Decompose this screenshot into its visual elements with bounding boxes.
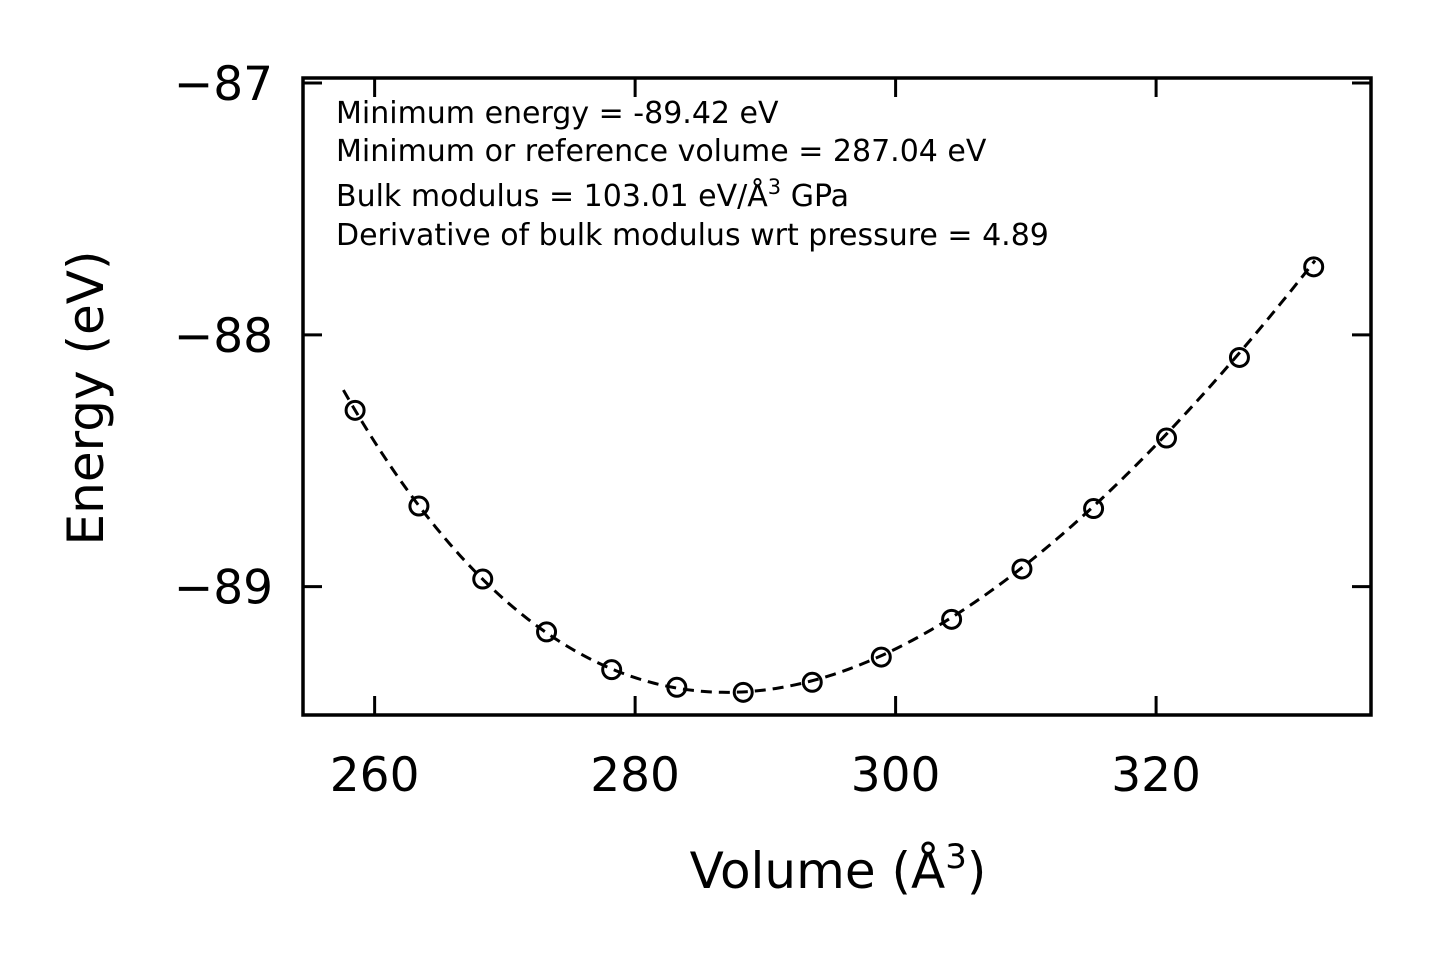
data-point: [601, 659, 623, 681]
axis-ticks: [303, 78, 1371, 715]
data-point: [408, 495, 430, 517]
y-axis-label: Energy (eV): [57, 251, 115, 546]
annotation-bulk-derivative: Derivative of bulk modulus wrt pressure …: [336, 218, 1049, 253]
x-tick-label: 260: [330, 748, 420, 803]
annotation-bulk-modulus-sup: 3: [768, 175, 781, 199]
data-point: [870, 646, 892, 668]
data-point: [666, 676, 688, 698]
annotation-min-energy: Minimum energy = -89.42 eV: [336, 96, 779, 131]
data-point: [1228, 346, 1250, 368]
data-point: [1303, 256, 1325, 278]
data-point: [941, 608, 963, 630]
fit-curve: [342, 259, 1317, 694]
plot-frame: [301, 76, 1373, 717]
annotation-box: Minimum energy = -89.42 eV Minimum or re…: [336, 96, 1049, 253]
data-point: [472, 568, 494, 590]
data-point: [1156, 427, 1178, 449]
annotation-bulk-modulus-suffix: GPa: [781, 179, 849, 214]
annotation-bulk-modulus: Bulk modulus = 103.01 eV/Å3 GPa: [336, 175, 849, 214]
x-tick-label: 300: [851, 748, 941, 803]
data-point: [344, 399, 366, 421]
tick-labels: 260 280 300 320 −87 −88 −89: [174, 57, 1201, 803]
data-point: [801, 671, 823, 693]
annotation-bulk-modulus-main: Bulk modulus = 103.01 eV/Å: [336, 178, 768, 214]
data-points: [344, 256, 1325, 703]
x-axis-label-close: ): [967, 842, 987, 900]
data-point: [536, 621, 558, 643]
y-tick-label: −89: [174, 561, 273, 616]
annotation-ref-volume: Minimum or reference volume = 287.04 eV: [336, 134, 987, 169]
x-axis-label: Volume (Å3): [690, 837, 987, 900]
x-axis-label-main: Volume (Å: [690, 842, 946, 900]
y-tick-label: −87: [174, 57, 273, 112]
data-point: [1083, 498, 1105, 520]
x-tick-label: 320: [1111, 748, 1201, 803]
x-axis-label-sup: 3: [945, 837, 967, 877]
x-tick-label: 280: [590, 748, 680, 803]
data-point: [1011, 558, 1033, 580]
y-tick-label: −88: [174, 309, 273, 364]
data-point: [732, 681, 754, 703]
